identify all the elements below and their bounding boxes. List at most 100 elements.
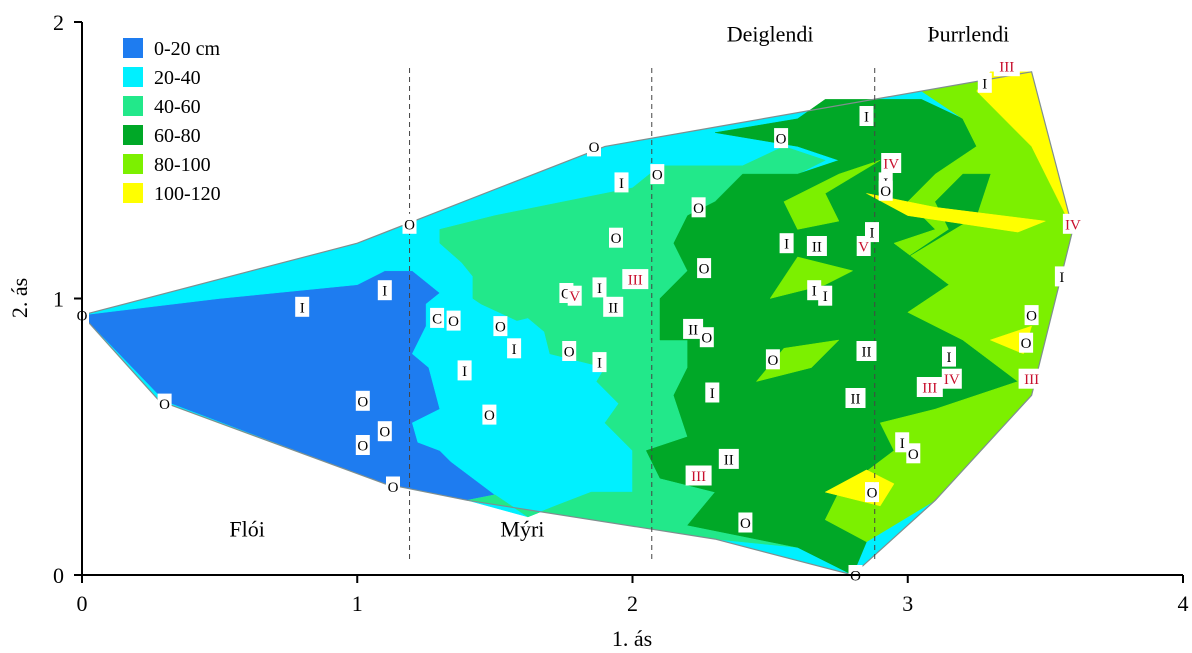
sample-marker: II — [806, 236, 827, 256]
sample-marker: I — [614, 172, 629, 193]
marker-label: O — [611, 231, 622, 247]
marker-label: II — [812, 240, 822, 256]
sample-marker: V — [567, 285, 582, 306]
marker-label: O — [448, 314, 459, 330]
sample-marker: I — [807, 280, 822, 301]
sample-marker: C — [430, 307, 445, 328]
legend-label: 100-120 — [154, 183, 221, 205]
marker-box — [941, 368, 962, 389]
region-divider-lines — [409, 68, 876, 562]
x-tick-label: 3 — [902, 591, 913, 616]
x-tick-label: 4 — [1178, 591, 1189, 616]
contour-bands — [81, 71, 1074, 576]
sample-marker: I — [859, 106, 874, 126]
region-label: Deiglendi — [727, 21, 814, 46]
legend-label: 20-40 — [154, 67, 201, 89]
sample-marker: O — [697, 258, 712, 279]
marker-box — [699, 327, 714, 348]
marker-box — [567, 285, 582, 306]
marker-label: I — [512, 342, 517, 358]
marker-box — [402, 213, 417, 234]
marker-label: I — [870, 226, 875, 242]
sample-marker: O — [402, 213, 417, 234]
sample-marker: IV — [941, 368, 962, 389]
sample-marker: O — [865, 482, 879, 503]
sample-marker: I — [895, 432, 910, 453]
marker-box — [683, 318, 704, 339]
marker-box — [1019, 332, 1034, 353]
marker-box — [355, 390, 370, 411]
marker-label: O — [1021, 336, 1032, 352]
legend-swatch — [123, 96, 143, 116]
marker-box — [493, 316, 508, 337]
sample-marker: IV — [1062, 213, 1083, 234]
legend-swatch — [123, 67, 143, 87]
sample-marker: III — [916, 377, 943, 397]
sample-marker: O — [482, 404, 497, 425]
sample-marker: II — [683, 318, 704, 339]
legend-swatch — [123, 154, 143, 174]
sample-marker: I — [1054, 266, 1069, 287]
marker-label: O — [1026, 309, 1037, 325]
marker-label: I — [462, 364, 467, 380]
sample-marker: O — [691, 197, 706, 218]
marker-box — [457, 360, 472, 381]
sample-marker: I — [865, 222, 879, 243]
sample-marker: O — [650, 164, 665, 185]
marker-label: III — [922, 381, 937, 397]
region-label: Flói — [229, 516, 264, 541]
marker-box — [592, 352, 607, 373]
contour-band — [783, 160, 881, 230]
region-label: Mýri — [500, 516, 544, 541]
marker-label: O — [850, 569, 861, 585]
marker-box — [622, 269, 649, 290]
marker-box — [881, 153, 902, 173]
marker-box — [779, 233, 794, 254]
marker-label: O — [693, 201, 704, 217]
sample-marker: O — [1024, 305, 1039, 326]
marker-box — [906, 443, 921, 464]
sample-marker: III — [685, 465, 712, 486]
sample-marker: II — [856, 341, 877, 361]
legend-label: 80-100 — [154, 154, 211, 176]
marker-label: IV — [944, 372, 960, 388]
marker-label: II — [688, 322, 698, 338]
marker-box — [614, 172, 629, 193]
marker-box — [562, 341, 577, 361]
marker-label: I — [823, 289, 828, 305]
marker-box — [774, 128, 789, 149]
sample-marker: O — [699, 327, 714, 348]
marker-label: O — [404, 217, 415, 233]
marker-box — [1054, 266, 1069, 287]
marker-label: C — [432, 311, 442, 327]
marker-box — [691, 197, 706, 218]
sample-marker: O — [355, 435, 370, 455]
marker-box — [157, 393, 172, 414]
sample-marker: O — [446, 310, 461, 331]
marker-label: O — [701, 331, 712, 347]
marker-label: O — [589, 140, 600, 156]
region-labels: Flói Mýri Deiglendi Þurrlendi — [229, 21, 1009, 541]
marker-box — [865, 222, 879, 243]
sample-marker: I — [457, 360, 472, 381]
marker-label: II — [862, 345, 872, 361]
marker-label: O — [908, 447, 919, 463]
marker-box — [856, 341, 877, 361]
marker-label: I — [784, 237, 789, 253]
sample-marker: O — [377, 421, 392, 442]
sample-marker: I — [977, 72, 992, 93]
marker-label: II — [608, 300, 618, 316]
y-axis-title: 2. ás — [7, 278, 32, 318]
marker-box — [650, 164, 665, 185]
sample-marker: I — [507, 338, 522, 359]
marker-label: I — [1059, 270, 1064, 286]
sample-marker: III — [1018, 368, 1045, 389]
marker-label: O — [740, 516, 751, 532]
marker-box — [592, 277, 607, 298]
marker-label: O — [484, 408, 495, 424]
marker-label: I — [597, 356, 602, 372]
sample-marker: I — [818, 285, 833, 306]
marker-box — [355, 435, 370, 455]
marker-label: O — [495, 320, 506, 336]
